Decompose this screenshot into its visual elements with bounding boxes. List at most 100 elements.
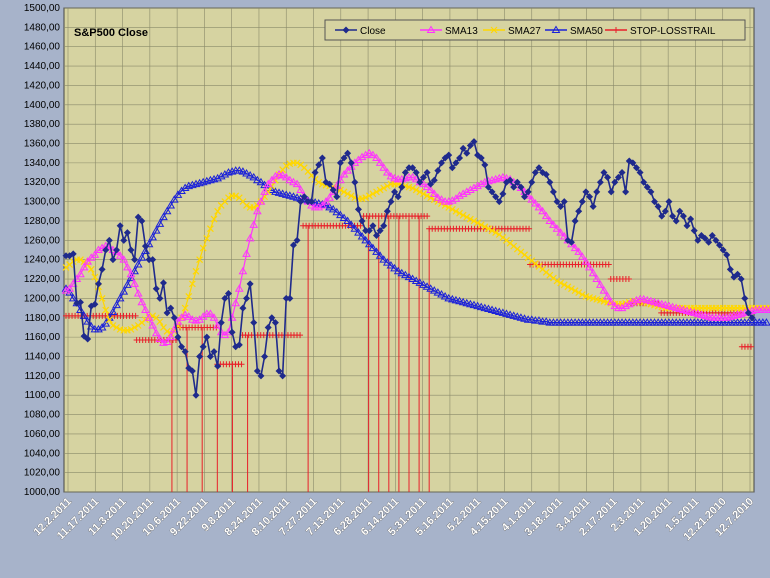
- data-point: [538, 206, 547, 215]
- data-point: [390, 263, 399, 272]
- data-point: [629, 159, 637, 167]
- data-point: [470, 138, 478, 146]
- data-point: [285, 191, 295, 199]
- data-point: [293, 159, 301, 167]
- data-point: [488, 227, 496, 235]
- data-point: [701, 234, 709, 242]
- series-close: [62, 138, 756, 399]
- data-point: [625, 276, 632, 283]
- data-point: [162, 206, 172, 215]
- data-point: [187, 315, 197, 323]
- data-point: [108, 307, 118, 315]
- data-point: [512, 312, 522, 320]
- data-point: [458, 297, 468, 306]
- data-point: [328, 204, 338, 213]
- data-point: [206, 352, 214, 360]
- data-point: [123, 280, 132, 288]
- chart-title: S&P500 Close: [74, 27, 148, 39]
- data-point: [600, 169, 608, 177]
- data-point: [466, 299, 475, 308]
- data-point: [293, 236, 301, 244]
- data-point: [459, 211, 467, 219]
- data-point: [380, 184, 388, 192]
- data-point: [225, 194, 232, 202]
- data-point: [690, 227, 698, 235]
- data-point: [505, 310, 515, 318]
- data-point: [379, 255, 389, 263]
- data-point: [245, 233, 255, 242]
- data-point: [365, 227, 373, 235]
- data-point: [686, 307, 695, 315]
- data-point: [424, 213, 431, 220]
- data-point: [546, 178, 554, 186]
- data-point: [134, 213, 142, 221]
- data-point: [263, 179, 273, 188]
- data-point: [289, 241, 297, 249]
- data-point: [687, 215, 695, 223]
- data-point: [346, 220, 356, 228]
- data-point: [642, 295, 652, 304]
- data-point: [336, 210, 345, 219]
- data-point: [559, 231, 569, 240]
- data-point: [116, 222, 124, 230]
- data-point: [640, 178, 648, 186]
- data-point: [281, 190, 291, 198]
- data-point: [94, 245, 103, 253]
- data-point: [679, 212, 687, 220]
- data-point: [113, 246, 121, 254]
- data-point: [281, 172, 291, 181]
- data-point: [516, 313, 526, 321]
- data-point: [697, 310, 706, 318]
- data-point: [689, 308, 699, 316]
- data-point: [167, 304, 175, 312]
- data-point: [474, 219, 482, 227]
- y-tick-label: 1120,00: [25, 371, 61, 382]
- data-point: [495, 198, 503, 206]
- data-point: [336, 159, 344, 167]
- data-point: [98, 265, 106, 273]
- data-point: [433, 288, 443, 296]
- data-point: [185, 293, 193, 300]
- data-point: [437, 195, 446, 203]
- data-point: [477, 221, 485, 229]
- data-point: [560, 281, 568, 289]
- data-point: [314, 202, 324, 211]
- data-point: [657, 299, 667, 308]
- data-point: [234, 166, 244, 174]
- data-point: [647, 188, 655, 196]
- data-point: [123, 262, 132, 271]
- data-point: [434, 167, 442, 175]
- data-point: [498, 308, 508, 316]
- data-point: [65, 288, 74, 296]
- data-point: [221, 294, 229, 302]
- data-point: [113, 324, 120, 331]
- data-point: [636, 169, 644, 177]
- data-point: [422, 182, 432, 191]
- data-point: [199, 244, 207, 252]
- data-point: [448, 164, 456, 172]
- data-point: [364, 239, 374, 248]
- data-point: [556, 228, 566, 236]
- series-sma50: [61, 166, 770, 333]
- data-point: [279, 372, 287, 380]
- data-point: [404, 272, 414, 281]
- data-point: [76, 305, 85, 314]
- data-point: [605, 261, 612, 268]
- data-point: [376, 227, 384, 235]
- data-point: [650, 297, 659, 306]
- data-point: [513, 178, 521, 186]
- data-point: [506, 176, 514, 184]
- y-tick-label: 1380,00: [24, 119, 61, 130]
- y-tick-label: 1240,00: [24, 255, 61, 266]
- data-point: [333, 193, 341, 201]
- data-point: [397, 268, 407, 277]
- data-point: [90, 250, 100, 258]
- data-point: [145, 256, 153, 264]
- data-point: [155, 219, 165, 227]
- legend-items: Close SMA13 SMA27 SMA50 STOP-LOSSTRAIL: [335, 25, 716, 37]
- data-point: [112, 300, 121, 309]
- data-point: [383, 207, 391, 215]
- legend-item: SMA27: [483, 26, 541, 37]
- data-point: [65, 284, 74, 292]
- data-point: [762, 318, 770, 326]
